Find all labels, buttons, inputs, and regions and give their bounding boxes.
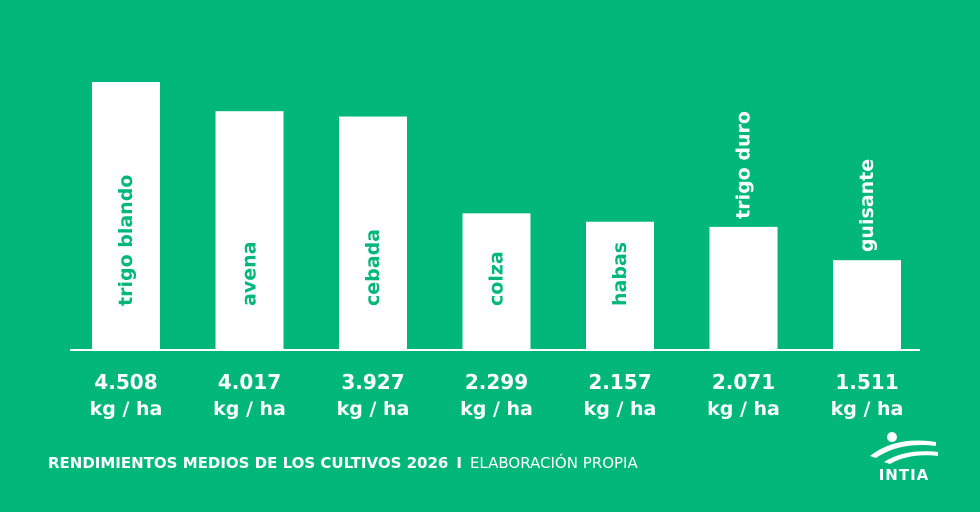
bar-label-cebada: cebada — [362, 229, 384, 306]
bar-label-colza: colza — [486, 251, 508, 306]
chart-footer: RENDIMIENTOS MEDIOS DE LOS CULTIVOS 2026… — [48, 454, 638, 472]
bar-label-trigo-duro: trigo duro — [733, 111, 755, 219]
bar-trigo-duro — [709, 226, 778, 350]
chart-source: ELABORACIÓN PROPIA — [469, 454, 638, 472]
unit-label: kg / ha — [213, 398, 286, 420]
unit-label: kg / ha — [707, 398, 780, 420]
bar-label-avena: avena — [239, 242, 261, 306]
bar-avena — [215, 111, 284, 351]
intia-logo-icon — [870, 432, 938, 464]
footer-separator: I — [456, 454, 462, 472]
unit-label: kg / ha — [90, 398, 163, 420]
unit-label: kg / ha — [831, 398, 904, 420]
unit-label: kg / ha — [584, 398, 657, 420]
bar-label-guisante: guisante — [856, 159, 878, 252]
bar-trigo-blando — [92, 82, 160, 350]
bar-colza — [462, 213, 531, 350]
value-label: 2.157 — [588, 370, 651, 394]
bar-cebada — [339, 116, 407, 350]
chart-caption: RENDIMIENTOS MEDIOS DE LOS CULTIVOS 2026 — [48, 454, 449, 472]
bar-chart: trigo blando 4.508 kg / ha avena 4.017 kg / h… — [70, 82, 920, 420]
value-label: 3.927 — [341, 370, 404, 394]
value-label: 4.508 — [94, 370, 157, 394]
logo-text: INTIA — [878, 466, 930, 484]
unit-label: kg / ha — [460, 398, 533, 420]
bar-guisante — [833, 260, 901, 350]
value-label: 1.511 — [835, 370, 898, 394]
value-label: 4.017 — [218, 370, 281, 394]
unit-label: kg / ha — [337, 398, 410, 420]
bar-label-habas: habas — [609, 242, 631, 306]
bar-habas — [586, 221, 654, 350]
value-label: 2.071 — [712, 370, 775, 394]
value-label: 2.299 — [465, 370, 528, 394]
intia-logo: INTIA — [866, 426, 942, 486]
bar-label-trigo-blando: trigo blando — [115, 175, 137, 306]
